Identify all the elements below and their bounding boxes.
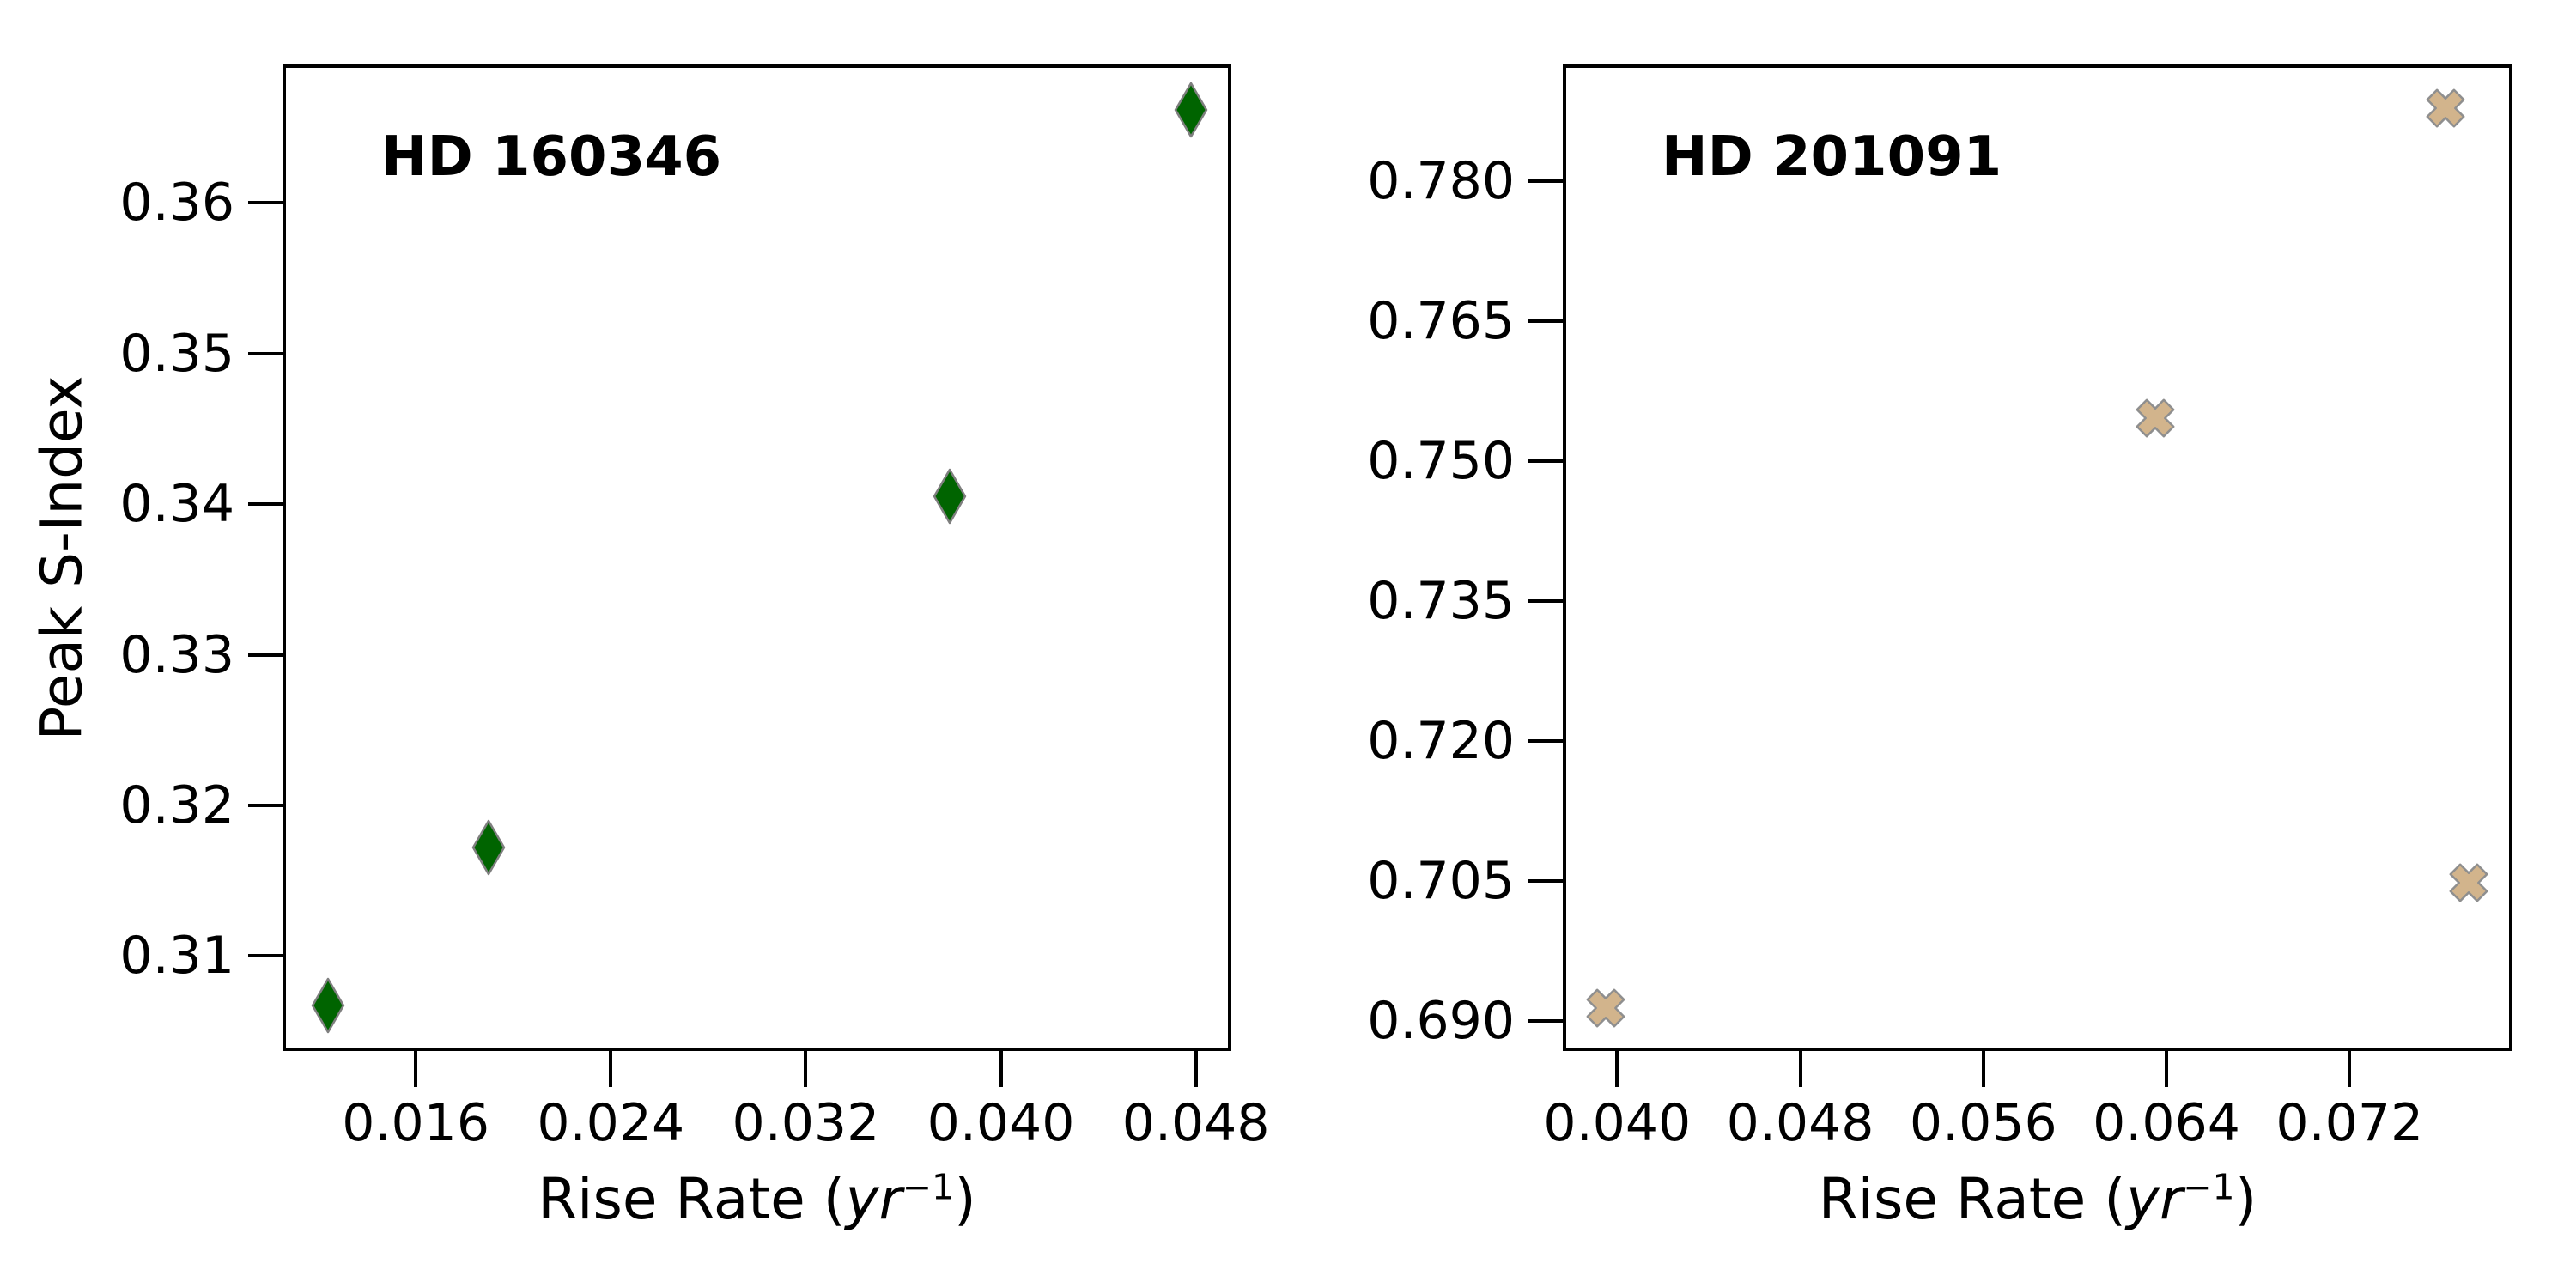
x-tick-label: 0.064 [2093,1093,2240,1153]
y-tick [248,502,283,507]
x-tick-label: 0.024 [537,1093,685,1153]
x-tick [1798,1051,1802,1087]
y-tick [1528,599,1563,604]
x-tick-label: 0.048 [1121,1093,1270,1153]
diamond-marker [311,978,345,1034]
x-tick [1615,1051,1619,1087]
panel-title-left: HD 160346 [381,125,722,189]
y-tick [248,804,283,808]
x-tick [1981,1051,1985,1087]
x-marker [2136,398,2175,438]
x-axis-label-exponent: −1 [902,1166,954,1208]
y-tick-label: 0.750 [1367,430,1515,491]
x-tick-label: 0.056 [1909,1093,2057,1153]
y-tick-label: 0.34 [119,474,234,535]
x-tick-label: 0.040 [927,1093,1075,1153]
x-axis-label-left: Rise Rate (yr−1) [538,1166,976,1232]
y-tick-label: 0.735 [1367,571,1515,632]
y-tick [1528,739,1563,744]
y-tick [1528,459,1563,463]
x-tick-label: 0.072 [2275,1093,2424,1153]
x-tick [2165,1051,2169,1087]
y-tick-label: 0.720 [1367,711,1515,772]
x-axis-label-unit: yr [845,1166,902,1232]
y-tick [248,351,283,355]
y-tick-label: 0.690 [1367,991,1515,1052]
x-axis-label-text: Rise Rate ( [1818,1166,2126,1232]
x-tick [804,1051,808,1087]
y-tick [248,201,283,205]
x-axis-label-unit: yr [2125,1166,2184,1232]
y-axis-label: Peak S-Index [28,374,95,741]
y-tick-label: 0.36 [119,173,234,234]
x-axis-label-exponent: −1 [2183,1166,2235,1208]
y-tick-label: 0.765 [1367,290,1515,351]
x-marker [1586,988,1625,1028]
x-tick-label: 0.040 [1543,1093,1692,1153]
x-tick [999,1051,1003,1087]
y-tick-label: 0.780 [1367,150,1515,211]
y-tick [1528,879,1563,884]
x-tick-label: 0.032 [732,1093,880,1153]
diamond-marker [933,469,967,525]
x-marker [2449,863,2488,902]
x-marker [2426,88,2465,128]
plot-area-right [1563,64,2512,1051]
x-axis-label-text: Rise Rate ( [538,1166,846,1232]
x-tick [609,1051,613,1087]
x-tick-label: 0.048 [1726,1093,1874,1153]
x-axis-label-close: ) [954,1166,976,1232]
x-axis-label-right: Rise Rate (yr−1) [1819,1166,2257,1232]
plot-area-left [283,64,1231,1051]
panel-title-right: HD 201091 [1662,125,2002,189]
diamond-marker [1174,82,1208,137]
y-tick-label: 0.705 [1367,851,1515,912]
y-tick [1528,1019,1563,1024]
y-tick-label: 0.33 [119,624,234,685]
y-tick [248,653,283,657]
y-tick-label: 0.35 [119,323,234,384]
x-axis-label-close: ) [2234,1166,2257,1232]
x-tick [1194,1051,1198,1087]
diamond-marker [472,819,506,876]
y-tick-label: 0.31 [119,926,234,987]
x-tick [414,1051,418,1087]
x-tick [2348,1051,2352,1087]
y-tick [1528,319,1563,323]
y-tick [1528,179,1563,183]
x-tick-label: 0.016 [342,1093,490,1153]
y-tick [248,954,283,958]
y-tick-label: 0.32 [119,775,234,836]
